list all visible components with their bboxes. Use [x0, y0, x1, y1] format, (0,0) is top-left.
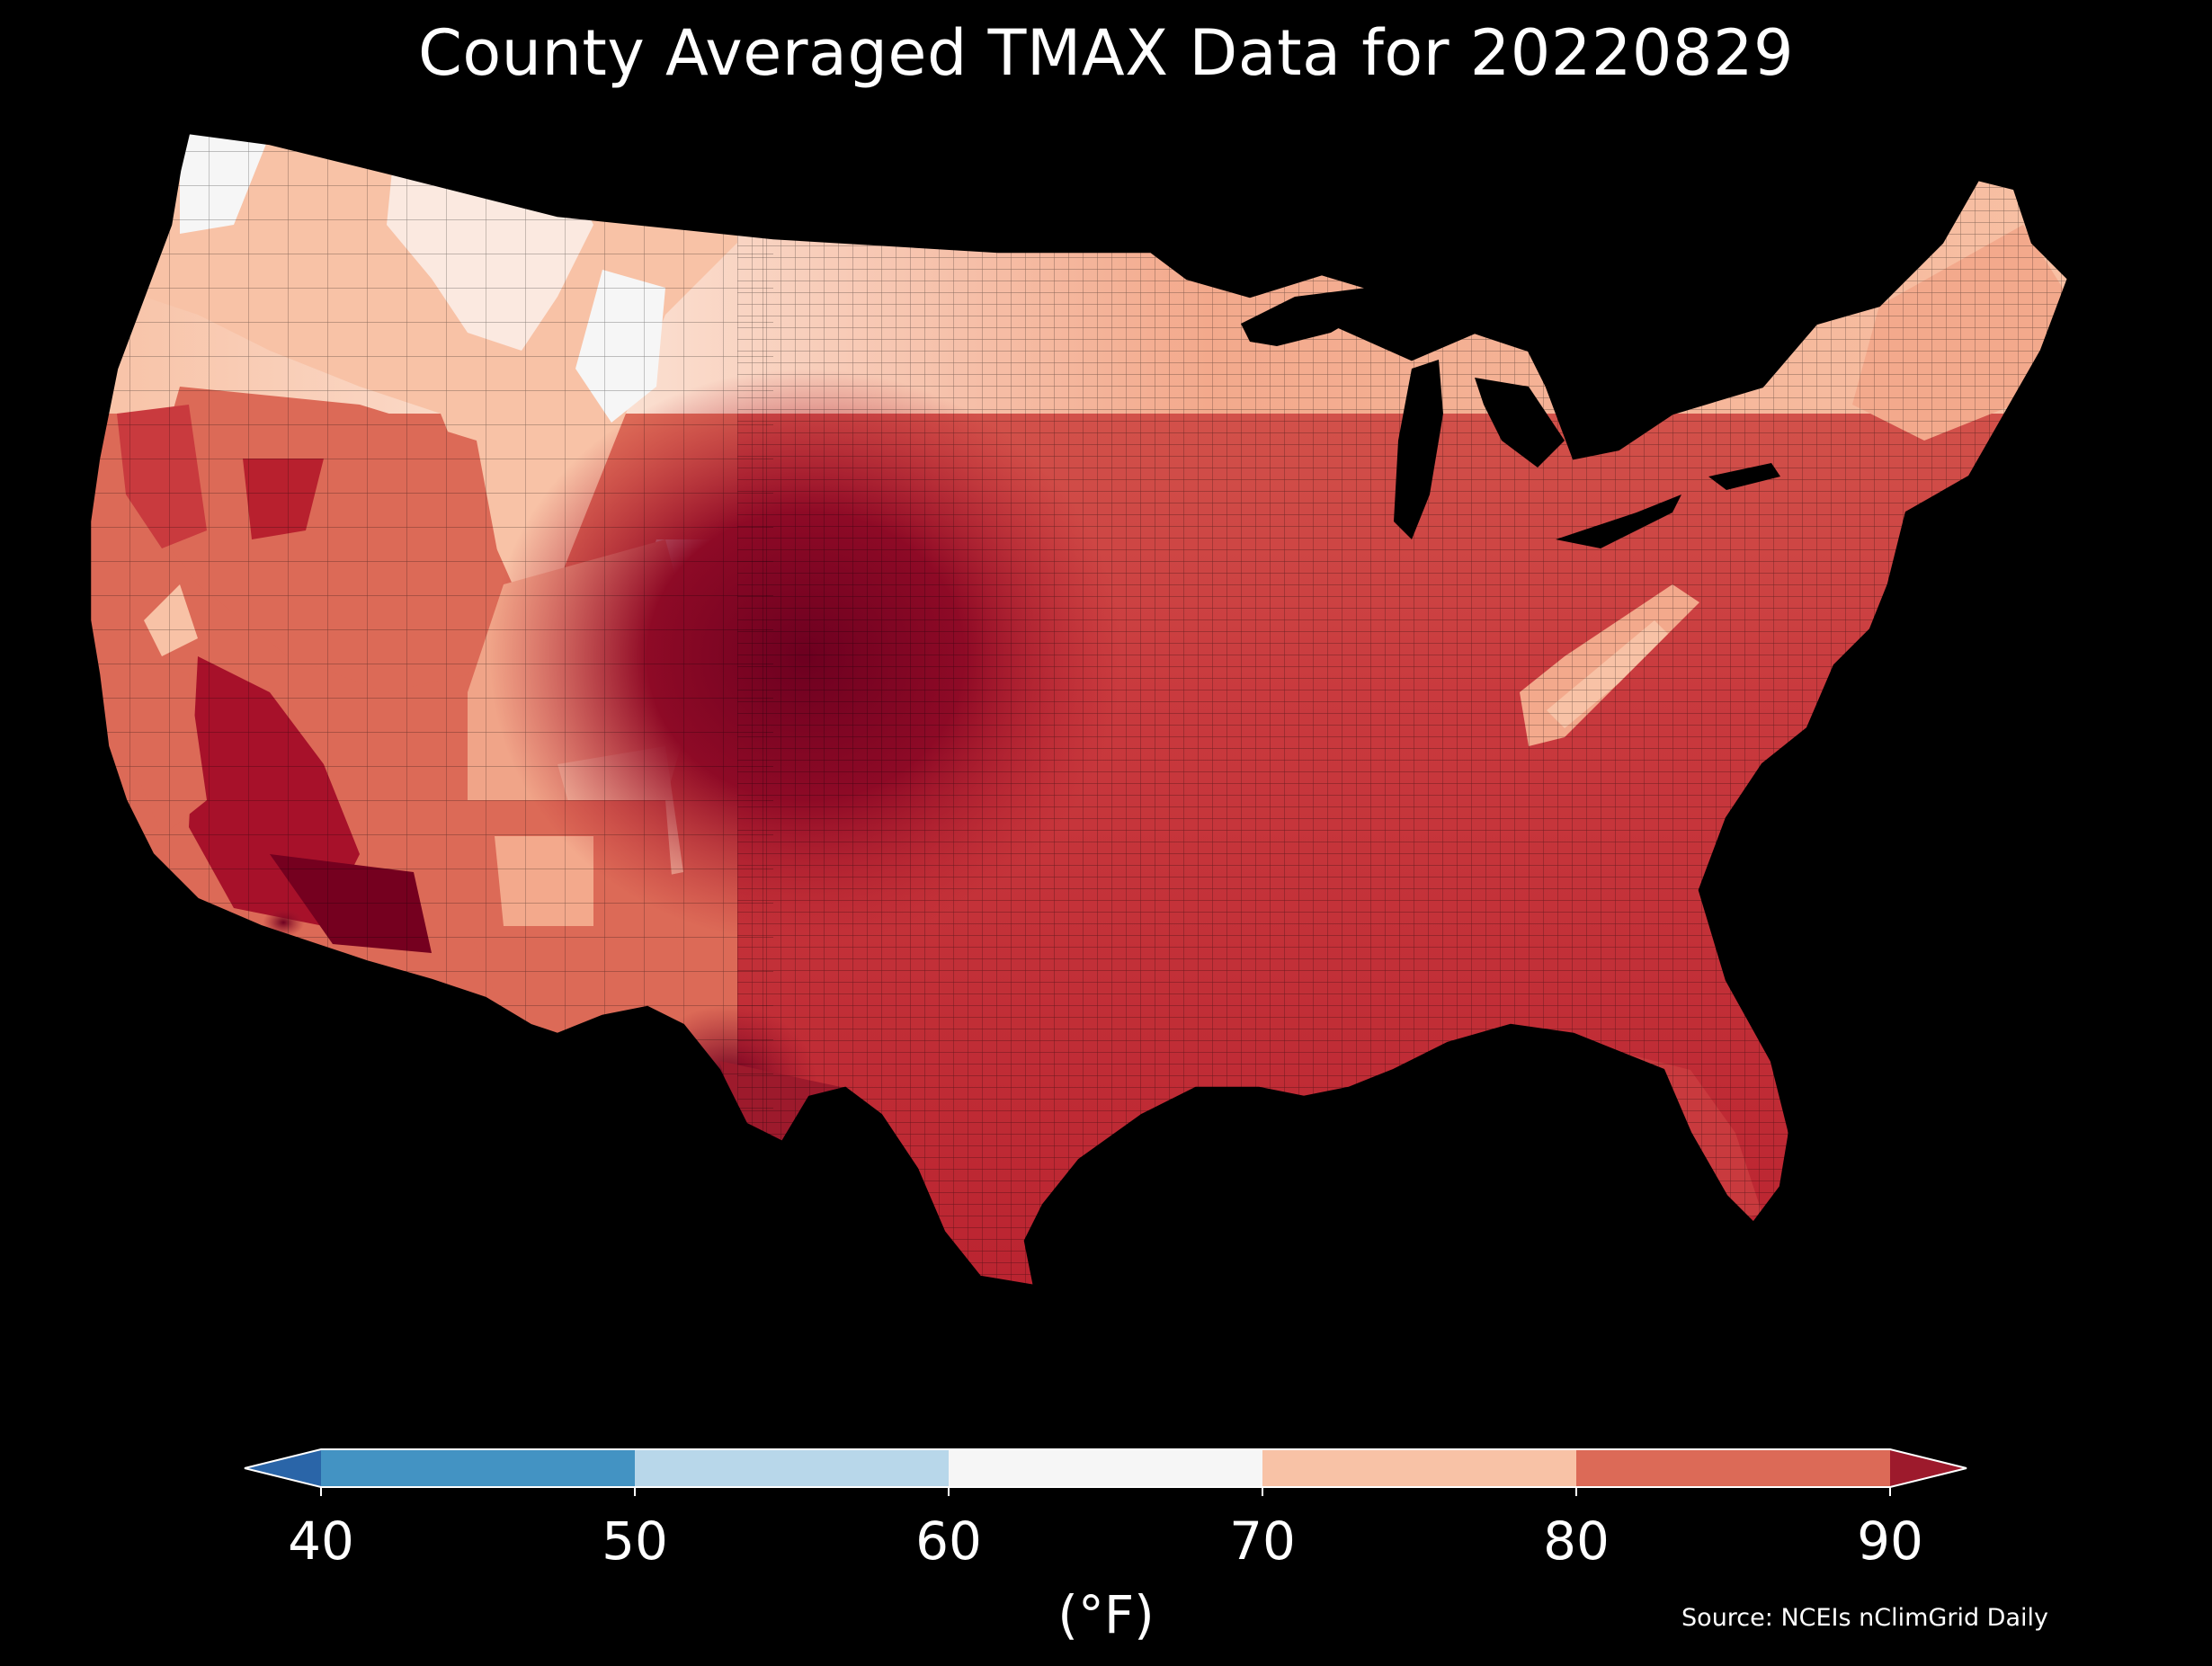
colorbar-unit-label: (°F): [1057, 1584, 1155, 1645]
colorbar-under-extension: [245, 1449, 321, 1487]
lake-huron: [1475, 378, 1565, 468]
conus-county-map: [90, 117, 2122, 1394]
colorbar-tick-label: 90: [1857, 1510, 1923, 1572]
colorbar-over-extension: [1890, 1449, 1967, 1487]
lake-ontario: [1708, 463, 1780, 490]
colorbar-segments: [244, 1448, 1967, 1496]
lake-erie: [1556, 494, 1681, 548]
colorbar-tick-label: 80: [1543, 1510, 1610, 1572]
colorbar-bin-2: [949, 1449, 1262, 1487]
colorbar-tick-label: 70: [1229, 1510, 1296, 1572]
source-credit: Source: NCEIs nClimGrid Daily: [1681, 1604, 2048, 1632]
map-title: County Averaged TMAX Data for 20220829: [417, 16, 1795, 90]
colorbar-bin-3: [1262, 1449, 1576, 1487]
colorbar-tick-label: 50: [602, 1510, 668, 1572]
colorbar-tick-label: 60: [915, 1510, 982, 1572]
lake-michigan: [1394, 360, 1443, 539]
colorbar-bin-0: [321, 1449, 635, 1487]
colorbar-bin-1: [635, 1449, 949, 1487]
county-fill-layer: [90, 133, 2068, 1286]
colorbar-tick-label: 40: [288, 1510, 354, 1572]
colorbar-outline: [244, 1448, 1967, 1488]
conus-outline: [90, 131, 2070, 1287]
chesapeake-bay: [1848, 665, 1866, 746]
colorbar-bin-4: [1576, 1449, 1890, 1487]
lake-superior: [1241, 288, 1385, 346]
